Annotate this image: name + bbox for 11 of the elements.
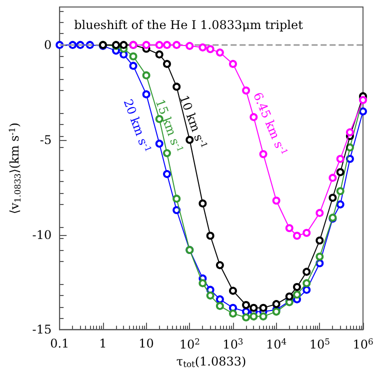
text: 20 km s-1	[120, 97, 154, 154]
y-tick-label: 0	[44, 38, 52, 52]
x-tick-label: 0.1	[50, 336, 70, 351]
x-tick-label: 1	[99, 336, 107, 351]
text: 6.45 km s-1	[250, 90, 290, 156]
y-tick-label: -5	[40, 132, 52, 147]
y-tick-label: -15	[32, 322, 52, 337]
x-tick-label: 10	[138, 336, 154, 351]
y-tick-label: -10	[32, 228, 52, 242]
y-axis-title: ⟨v1.0833⟩(km s-1)	[7, 122, 22, 214]
text: blueshift of the He I 1.0833μm triplet	[74, 18, 304, 32]
